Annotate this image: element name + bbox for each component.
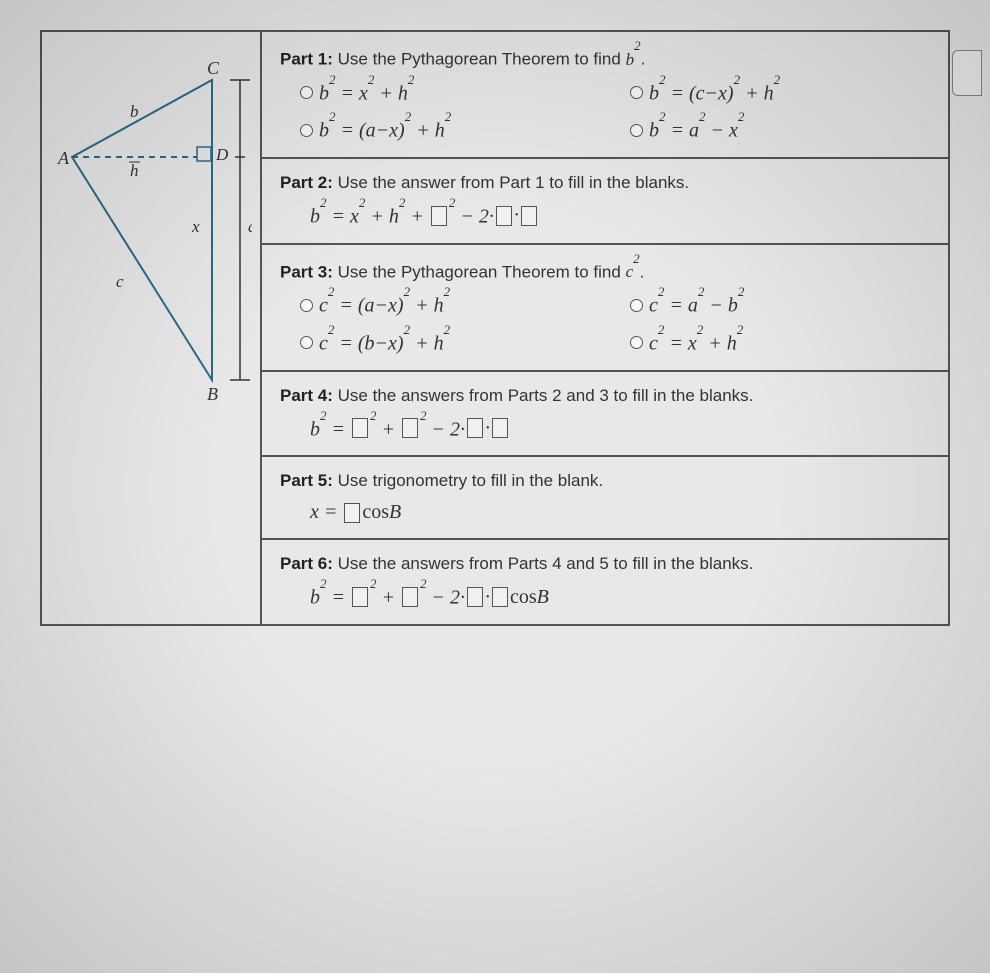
- option-3a[interactable]: c2 = (a−x)2 + h2: [300, 292, 600, 318]
- part-2-title: Part 2: Use the answer from Part 1 to fi…: [280, 173, 930, 193]
- option-3b[interactable]: c2 = a2 − b2: [630, 292, 930, 318]
- side-panel-button[interactable]: [952, 50, 982, 96]
- part-3-options: c2 = (a−x)2 + h2 c2 = a2 − b2 c2 = (b−x)…: [280, 292, 930, 355]
- blank-input[interactable]: [492, 587, 508, 607]
- part-6-title: Part 6: Use the answers from Parts 4 and…: [280, 554, 930, 574]
- page: A C D B b h c x a Part 1: Use the Pythag…: [0, 0, 990, 973]
- part-4: Part 4: Use the answers from Parts 2 and…: [262, 372, 948, 458]
- part-4-equation: b2 = 2 + 2 − 2··: [280, 416, 930, 442]
- part-5-equation: x = cosB: [280, 501, 930, 524]
- blank-input[interactable]: [402, 587, 418, 607]
- part-1-options: b2 = x2 + h2 b2 = (c−x)2 + h2 b2 = (a−x)…: [280, 80, 930, 143]
- part-4-title: Part 4: Use the answers from Parts 2 and…: [280, 386, 930, 406]
- label-A: A: [57, 148, 70, 168]
- blank-input[interactable]: [352, 587, 368, 607]
- option-3d[interactable]: c2 = x2 + h2: [630, 330, 930, 356]
- radio-icon: [300, 124, 313, 137]
- triangle-diagram: A C D B b h c x a: [52, 52, 252, 412]
- part-5: Part 5: Use trigonometry to fill in the …: [262, 457, 948, 540]
- part-5-title: Part 5: Use trigonometry to fill in the …: [280, 471, 930, 491]
- radio-icon: [630, 299, 643, 312]
- radio-icon: [300, 336, 313, 349]
- option-3c[interactable]: c2 = (b−x)2 + h2: [300, 330, 600, 356]
- blank-input[interactable]: [492, 418, 508, 438]
- radio-icon: [630, 86, 643, 99]
- radio-icon: [630, 124, 643, 137]
- label-a: a: [248, 217, 252, 236]
- option-1d[interactable]: b2 = a2 − x2: [630, 117, 930, 143]
- option-1c[interactable]: b2 = (a−x)2 + h2: [300, 117, 600, 143]
- label-B: B: [207, 384, 218, 404]
- label-x: x: [191, 217, 200, 236]
- label-c: c: [116, 272, 124, 291]
- blank-input[interactable]: [467, 587, 483, 607]
- blank-input[interactable]: [431, 206, 447, 226]
- label-h: h: [130, 161, 139, 180]
- label-C: C: [207, 58, 220, 78]
- part-6: Part 6: Use the answers from Parts 4 and…: [262, 540, 948, 624]
- blank-input[interactable]: [352, 418, 368, 438]
- part-1: Part 1: Use the Pythagorean Theorem to f…: [262, 32, 948, 159]
- label-b: b: [130, 102, 139, 121]
- radio-icon: [630, 336, 643, 349]
- part-3-title: Part 3: Use the Pythagorean Theorem to f…: [280, 259, 930, 283]
- option-1b[interactable]: b2 = (c−x)2 + h2: [630, 80, 930, 106]
- blank-input[interactable]: [496, 206, 512, 226]
- part-2: Part 2: Use the answer from Part 1 to fi…: [262, 159, 948, 245]
- radio-icon: [300, 299, 313, 312]
- label-D: D: [215, 145, 229, 164]
- blank-input[interactable]: [344, 503, 360, 523]
- blank-input[interactable]: [467, 418, 483, 438]
- part-1-title: Part 1: Use the Pythagorean Theorem to f…: [280, 46, 930, 70]
- blank-input[interactable]: [402, 418, 418, 438]
- radio-icon: [300, 86, 313, 99]
- worksheet-table: A C D B b h c x a Part 1: Use the Pythag…: [40, 30, 950, 626]
- part-6-equation: b2 = 2 + 2 − 2··cosB: [280, 584, 930, 610]
- option-1a[interactable]: b2 = x2 + h2: [300, 80, 600, 106]
- diagram-cell: A C D B b h c x a: [42, 32, 262, 624]
- part-3: Part 3: Use the Pythagorean Theorem to f…: [262, 245, 948, 372]
- part-2-equation: b2 = x2 + h2 + 2 − 2··: [280, 203, 930, 229]
- blank-input[interactable]: [521, 206, 537, 226]
- parts-cell: Part 1: Use the Pythagorean Theorem to f…: [262, 32, 948, 624]
